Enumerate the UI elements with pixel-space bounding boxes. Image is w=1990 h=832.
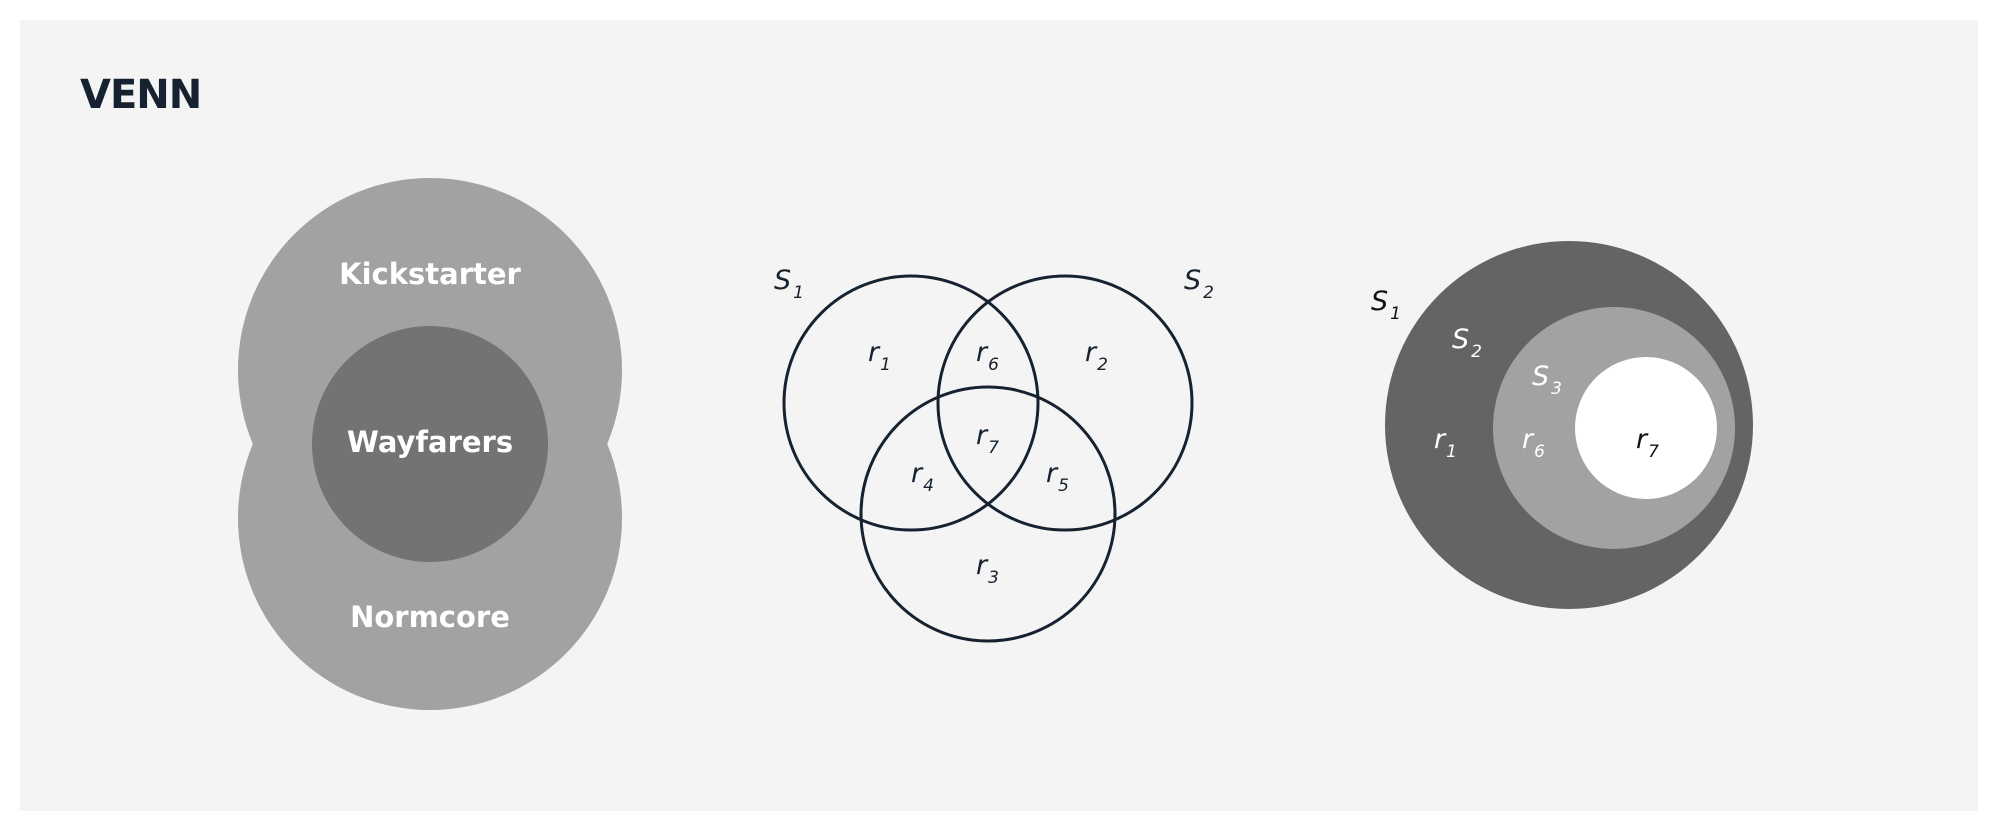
nested-region-label-r1: r1 [1434,424,1457,462]
three-set-venn [782,274,1194,643]
region-label-r6: r6 [976,337,999,375]
bottom-set-label: Normcore [350,600,510,634]
region-label-r1: r1 [868,337,891,375]
region-label-r7: r7 [976,420,999,458]
nested-region-label-r7: r7 [1636,424,1659,462]
nested-set-diagram [1385,241,1753,609]
overlap-label: Wayfarers [347,425,513,459]
set-circle-s3 [859,385,1117,643]
set-circle-s1 [782,274,1040,532]
set-circle-s3-inner [1575,357,1717,499]
region-label-r4: r4 [911,458,934,496]
region-label-r3: r3 [976,550,999,588]
two-set-venn: Kickstarter Wayfarers Normcore [238,178,622,710]
overlap-region [312,326,548,562]
region-label-r2: r2 [1085,337,1108,375]
top-set-label: Kickstarter [339,257,521,291]
set-circle-s2 [936,274,1194,532]
nested-region-label-r6: r6 [1522,424,1545,462]
region-label-r5: r5 [1046,458,1069,496]
page-title: VENN [80,72,202,118]
